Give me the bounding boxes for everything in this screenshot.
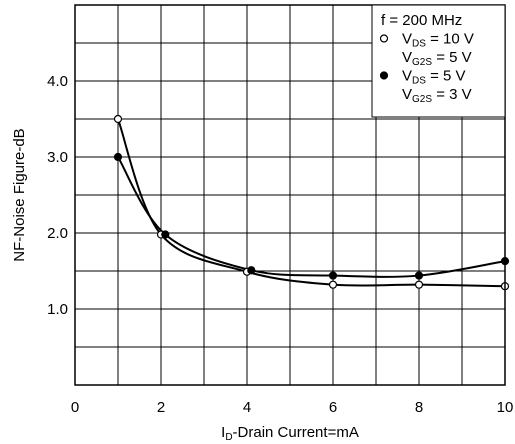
legend-entry-main: V [402,49,412,66]
legend-entry-value: = 5 V [432,49,472,66]
series-line-1 [117,118,506,288]
data-point-series-2 [161,230,170,239]
legend-entry-subscript: G2S [412,94,432,105]
x-tick-label: 6 [329,399,337,416]
legend-entry-subscript: DS [412,39,426,50]
x-tick-label: 4 [243,399,251,416]
legend-entry-value: = 5 V [426,68,466,85]
x-tick-label: 0 [71,399,79,416]
legend-box [371,4,506,118]
legend-entry-subscript: G2S [412,57,432,68]
data-point-series-1 [414,280,424,289]
x-axis-label-prefix: I [221,424,225,441]
legend-marker-series-1 [379,34,389,43]
x-axis-label-subscript: D [225,432,232,443]
x-tick-label: 8 [415,399,423,416]
data-point-series-2 [328,271,338,280]
legend-entry-main: V [402,68,412,85]
x-axis-label: ID-Drain Current=mA [221,424,359,443]
y-tick-label: 3.0 [47,149,68,166]
legend-entry-text: VDS = 5 V [402,68,466,87]
legend-entry-subscript: DS [412,76,426,87]
x-tick-label: 2 [157,399,165,416]
data-point-series-1 [113,114,123,124]
legend-entry-value: = 10 V [426,31,474,48]
legend-entry-text: VDS = 10 V [402,31,474,50]
data-point-series-2 [247,266,256,275]
legend-entry-text: VG2S = 5 V [402,49,472,68]
grid [75,5,505,385]
legend-entry-main: V [402,31,412,48]
legend-entry-value: = 3 V [432,86,472,103]
legend-entry-main: V [402,86,412,103]
curves [117,118,506,288]
data-point-series-1 [328,280,338,289]
y-tick-label: 2.0 [47,225,68,242]
legend-marker-series-2 [379,71,389,80]
y-tick-label: 1.0 [47,301,68,318]
series-line-2 [117,156,506,278]
markers [113,114,510,291]
x-axis-label-rest: -Drain Current=mA [233,424,359,441]
data-point-series-2 [113,152,123,162]
plot-frame [74,4,506,386]
x-tick-label: 10 [497,399,514,416]
data-point-series-2 [414,271,424,280]
tick-labels: 0 2 4 6 8 10 1.0 2.0 3.0 4.0 [47,73,513,416]
y-tick-label: 4.0 [47,73,68,90]
legend-entry-text: VG2S = 3 V [402,86,472,105]
y-axis-label: NF-Noise Figure-dB [11,128,28,261]
legend-frequency-annotation: f = 200 MHz [381,12,462,29]
